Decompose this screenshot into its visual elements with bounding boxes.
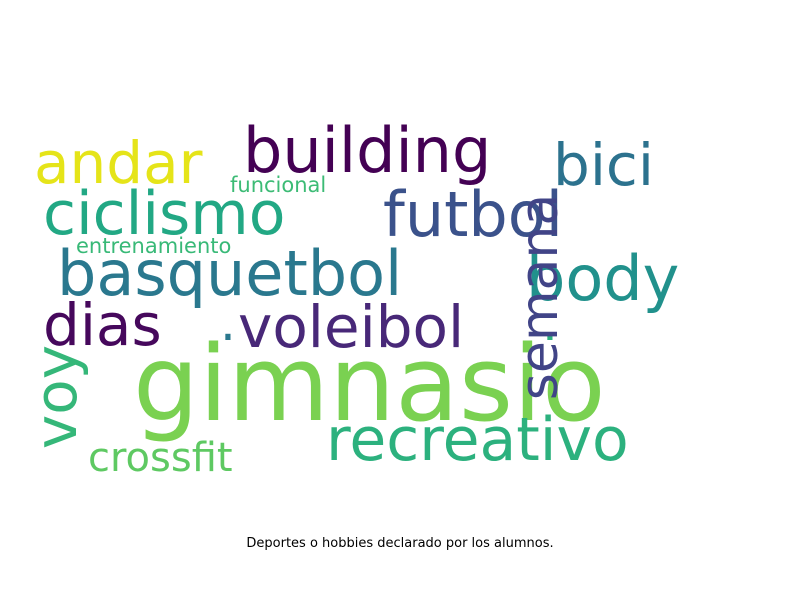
word-bici: bici [553,131,654,199]
word-entrenamiento: entrenamiento [76,234,232,258]
word-semana: semana [510,193,571,401]
word-crossfit: crossfit [88,435,233,481]
word-voleibol: voleibol [238,293,465,361]
word-ciclismo: ciclismo [43,179,286,249]
word-dias: dias [43,291,162,359]
word-gimnasio: gimnasio [133,323,606,445]
figure-caption: Deportes o hobbies declarado por los alu… [246,536,554,551]
word-dot-right: . [542,294,558,352]
word-funcional: funcional [230,173,327,197]
word-building: building [243,114,492,187]
word-dot-left: . [220,294,236,352]
word-body: body [526,242,680,315]
word-recreativo: recreativo [326,405,629,475]
word-futbol: futbol [383,178,563,251]
word-voy: voy [22,344,91,450]
word-basquetbol: basquetbol [57,237,403,310]
word-andar: andar [34,129,203,197]
